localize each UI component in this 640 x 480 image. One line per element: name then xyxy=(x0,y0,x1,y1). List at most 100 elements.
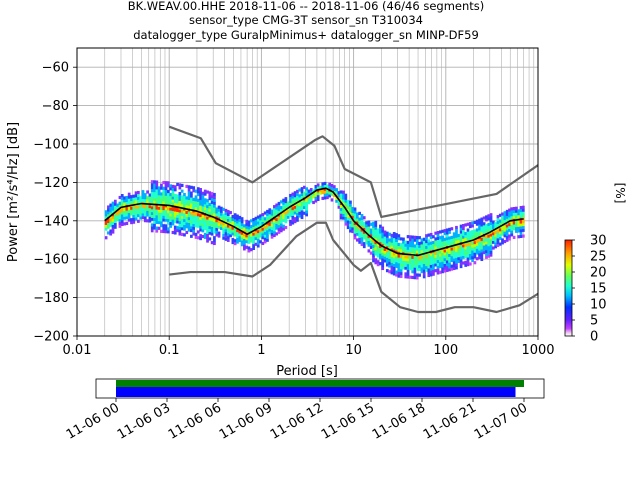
heatmap-cell xyxy=(296,218,299,222)
heatmap-cell xyxy=(111,230,115,234)
heatmap-cell xyxy=(471,241,474,245)
heatmap-cell xyxy=(485,255,488,259)
heatmap-cell xyxy=(109,217,113,222)
heatmap-cell xyxy=(173,202,177,206)
heatmap-cell xyxy=(508,237,511,241)
heatmap-cell xyxy=(480,249,484,253)
heatmap-cell xyxy=(482,230,486,235)
heatmap-cell xyxy=(395,250,398,254)
heatmap-cell xyxy=(402,254,405,259)
heatmap-cell xyxy=(263,217,267,221)
heatmap-cell xyxy=(381,229,385,233)
heatmap-cell xyxy=(282,215,285,220)
heatmap-cell xyxy=(113,199,117,203)
heatmap-cell xyxy=(192,215,196,219)
heatmap-cell xyxy=(173,193,177,198)
heatmap-cell xyxy=(512,212,516,216)
heatmap-cell xyxy=(210,226,214,230)
heatmap-cell xyxy=(150,217,154,221)
heatmap-cell xyxy=(455,234,458,238)
heatmap-cell xyxy=(455,248,458,253)
heatmap-cell xyxy=(268,216,272,221)
heatmap-cell xyxy=(468,250,472,255)
heatmap-cell xyxy=(254,222,258,226)
heatmap-cell xyxy=(521,228,525,232)
heatmap-cell xyxy=(233,216,237,220)
heatmap-cell xyxy=(374,249,378,253)
heatmap-cell xyxy=(436,251,440,255)
heatmap-cell xyxy=(173,231,177,235)
heatmap-cell xyxy=(388,258,391,262)
heatmap-cell xyxy=(353,224,357,228)
heatmap-cell xyxy=(355,215,359,219)
heatmap-cell xyxy=(462,238,465,242)
heatmap-cell xyxy=(194,232,198,236)
heatmap-cell xyxy=(298,188,302,192)
heatmap-cell xyxy=(146,207,149,211)
heatmap-cell xyxy=(263,228,267,232)
heatmap-cell xyxy=(459,224,463,228)
heatmap-cell xyxy=(231,217,235,222)
heatmap-cell xyxy=(427,259,431,263)
heatmap-cell xyxy=(425,242,428,247)
heatmap-cell xyxy=(452,240,456,245)
heatmap-cell xyxy=(256,215,260,219)
heatmap-cell xyxy=(457,251,461,255)
heatmap-cell xyxy=(120,214,124,218)
heatmap-cell xyxy=(427,273,431,278)
heatmap-cell xyxy=(275,203,279,207)
x-axis-label: Period [s] xyxy=(276,364,338,379)
heatmap-cell xyxy=(148,204,152,209)
heatmap-cell xyxy=(441,244,444,248)
heatmap-cell xyxy=(176,211,179,215)
heatmap-cell xyxy=(268,214,272,218)
heatmap-cell xyxy=(360,234,364,238)
heatmap-cell xyxy=(445,251,449,255)
heatmap-cell xyxy=(464,252,468,256)
heatmap-cell xyxy=(478,241,481,245)
heatmap-cell xyxy=(238,233,242,237)
heatmap-cell xyxy=(409,238,412,242)
heatmap-cell xyxy=(118,221,122,226)
heatmap-cell xyxy=(282,198,285,202)
heatmap-cell xyxy=(261,221,265,225)
heatmap-cell xyxy=(339,213,343,217)
heatmap-cell xyxy=(372,236,375,240)
heatmap-cell xyxy=(464,246,468,250)
heatmap-cell xyxy=(494,242,498,246)
heatmap-cell xyxy=(487,214,491,218)
heatmap-cell xyxy=(231,226,235,230)
heatmap-cell xyxy=(220,218,223,222)
heatmap-cell xyxy=(139,216,143,220)
heatmap-cell xyxy=(452,249,456,253)
heatmap-cell xyxy=(422,243,426,247)
heatmap-cell xyxy=(383,236,387,240)
heatmap-cell xyxy=(462,255,465,259)
heatmap-cell xyxy=(353,236,357,240)
heatmap-cell xyxy=(190,226,193,230)
heatmap-cell xyxy=(245,245,249,249)
heatmap-cell xyxy=(176,228,179,233)
heatmap-cell xyxy=(339,199,343,203)
heatmap-cell xyxy=(139,210,143,214)
heatmap-cell xyxy=(249,248,253,252)
heatmap-cell xyxy=(409,266,412,271)
heatmap-cell xyxy=(199,193,202,197)
heatmap-cell xyxy=(118,195,122,200)
heatmap-cell xyxy=(344,193,348,197)
heatmap-cell xyxy=(517,212,521,216)
heatmap-cell xyxy=(478,247,481,251)
heatmap-cell xyxy=(132,211,136,216)
heatmap-cell xyxy=(307,195,311,199)
heatmap-cell xyxy=(473,246,477,250)
heatmap-cell xyxy=(171,199,175,203)
heatmap-cell xyxy=(208,225,212,230)
heatmap-cell xyxy=(199,222,202,226)
heatmap-cell xyxy=(498,219,502,223)
heatmap-cell xyxy=(457,233,461,238)
heatmap-cell xyxy=(226,227,230,231)
heatmap-cell xyxy=(190,217,193,221)
heatmap-cell xyxy=(113,222,117,226)
heatmap-cell xyxy=(169,195,172,200)
heatmap-cell xyxy=(155,206,159,210)
